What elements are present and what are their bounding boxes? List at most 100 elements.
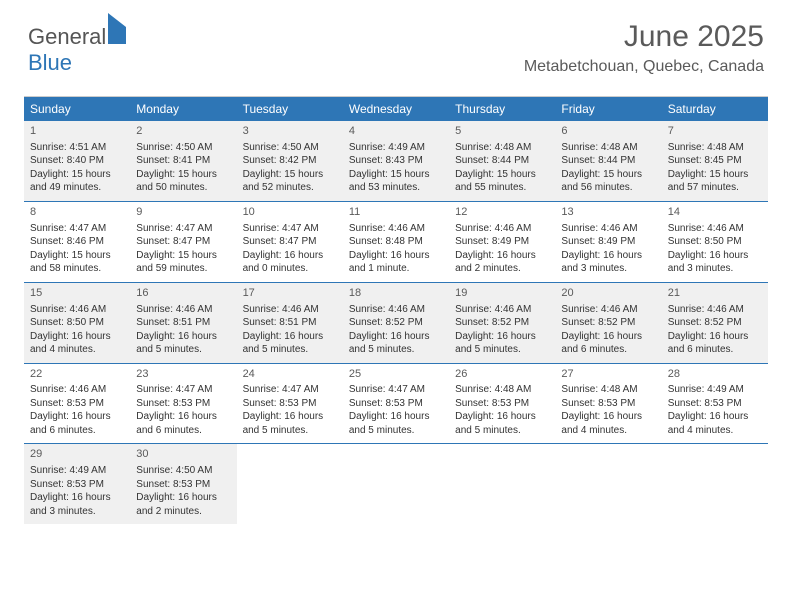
calendar-cell: 15Sunrise: 4:46 AMSunset: 8:50 PMDayligh…: [24, 283, 130, 363]
day-number: 5: [455, 124, 549, 139]
sunrise-line: Sunrise: 4:47 AM: [243, 222, 337, 236]
calendar-cell: 18Sunrise: 4:46 AMSunset: 8:52 PMDayligh…: [343, 283, 449, 363]
dow-header: Sunday: [24, 97, 130, 121]
sunset-line: Sunset: 8:53 PM: [243, 397, 337, 411]
calendar-cell: 30Sunrise: 4:50 AMSunset: 8:53 PMDayligh…: [130, 444, 236, 524]
sunrise-line: Sunrise: 4:47 AM: [136, 383, 230, 397]
sunset-line: Sunset: 8:53 PM: [561, 397, 655, 411]
calendar-cell: [237, 444, 343, 524]
calendar-cell: [662, 444, 768, 524]
sunset-line: Sunset: 8:45 PM: [668, 154, 762, 168]
sunrise-line: Sunrise: 4:47 AM: [349, 383, 443, 397]
sunrise-line: Sunrise: 4:46 AM: [349, 303, 443, 317]
sunset-line: Sunset: 8:52 PM: [349, 316, 443, 330]
sunrise-line: Sunrise: 4:46 AM: [668, 222, 762, 236]
calendar-cell: 29Sunrise: 4:49 AMSunset: 8:53 PMDayligh…: [24, 444, 130, 524]
day-number: 8: [30, 205, 124, 220]
daylight-line: Daylight: 16 hours and 1 minute.: [349, 249, 443, 276]
day-number: 15: [30, 286, 124, 301]
sunset-line: Sunset: 8:53 PM: [30, 397, 124, 411]
daylight-line: Daylight: 16 hours and 4 minutes.: [561, 410, 655, 437]
day-number: 6: [561, 124, 655, 139]
location: Metabetchouan, Quebec, Canada: [524, 58, 764, 76]
daylight-line: Daylight: 16 hours and 2 minutes.: [455, 249, 549, 276]
day-number: 12: [455, 205, 549, 220]
sunset-line: Sunset: 8:47 PM: [243, 235, 337, 249]
day-number: 29: [30, 447, 124, 462]
daylight-line: Daylight: 15 hours and 58 minutes.: [30, 249, 124, 276]
calendar-cell: 13Sunrise: 4:46 AMSunset: 8:49 PMDayligh…: [555, 202, 661, 282]
day-number: 22: [30, 367, 124, 382]
sunrise-line: Sunrise: 4:50 AM: [136, 141, 230, 155]
daylight-line: Daylight: 15 hours and 59 minutes.: [136, 249, 230, 276]
daylight-line: Daylight: 16 hours and 5 minutes.: [243, 330, 337, 357]
calendar-cell: 12Sunrise: 4:46 AMSunset: 8:49 PMDayligh…: [449, 202, 555, 282]
day-number: 14: [668, 205, 762, 220]
day-number: 3: [243, 124, 337, 139]
sunrise-line: Sunrise: 4:49 AM: [349, 141, 443, 155]
calendar-cell: 6Sunrise: 4:48 AMSunset: 8:44 PMDaylight…: [555, 121, 661, 201]
calendar-cell: [449, 444, 555, 524]
calendar-cell: 16Sunrise: 4:46 AMSunset: 8:51 PMDayligh…: [130, 283, 236, 363]
logo: General Blue: [28, 24, 126, 76]
sunset-line: Sunset: 8:53 PM: [136, 397, 230, 411]
sunrise-line: Sunrise: 4:46 AM: [243, 303, 337, 317]
daylight-line: Daylight: 16 hours and 5 minutes.: [136, 330, 230, 357]
sunset-line: Sunset: 8:51 PM: [243, 316, 337, 330]
daylight-line: Daylight: 16 hours and 3 minutes.: [561, 249, 655, 276]
daylight-line: Daylight: 16 hours and 3 minutes.: [30, 491, 124, 518]
calendar-grid: SundayMondayTuesdayWednesdayThursdayFrid…: [24, 96, 768, 524]
sunrise-line: Sunrise: 4:46 AM: [561, 303, 655, 317]
calendar-cell: 1Sunrise: 4:51 AMSunset: 8:40 PMDaylight…: [24, 121, 130, 201]
dow-header: Wednesday: [343, 97, 449, 121]
sunset-line: Sunset: 8:43 PM: [349, 154, 443, 168]
sunrise-line: Sunrise: 4:46 AM: [30, 303, 124, 317]
daylight-line: Daylight: 16 hours and 4 minutes.: [30, 330, 124, 357]
daylight-line: Daylight: 15 hours and 53 minutes.: [349, 168, 443, 195]
sunset-line: Sunset: 8:46 PM: [30, 235, 124, 249]
sunrise-line: Sunrise: 4:50 AM: [136, 464, 230, 478]
day-number: 24: [243, 367, 337, 382]
sunset-line: Sunset: 8:53 PM: [455, 397, 549, 411]
day-number: 11: [349, 205, 443, 220]
day-number: 23: [136, 367, 230, 382]
daylight-line: Daylight: 16 hours and 2 minutes.: [136, 491, 230, 518]
sunset-line: Sunset: 8:52 PM: [561, 316, 655, 330]
sunset-line: Sunset: 8:49 PM: [455, 235, 549, 249]
calendar-cell: 11Sunrise: 4:46 AMSunset: 8:48 PMDayligh…: [343, 202, 449, 282]
sunset-line: Sunset: 8:44 PM: [455, 154, 549, 168]
sunset-line: Sunset: 8:48 PM: [349, 235, 443, 249]
day-number: 1: [30, 124, 124, 139]
sunrise-line: Sunrise: 4:48 AM: [668, 141, 762, 155]
day-number: 25: [349, 367, 443, 382]
day-number: 9: [136, 205, 230, 220]
calendar-cell: 26Sunrise: 4:48 AMSunset: 8:53 PMDayligh…: [449, 364, 555, 444]
dow-header: Saturday: [662, 97, 768, 121]
sunrise-line: Sunrise: 4:46 AM: [668, 303, 762, 317]
calendar-cell: 21Sunrise: 4:46 AMSunset: 8:52 PMDayligh…: [662, 283, 768, 363]
sunset-line: Sunset: 8:52 PM: [455, 316, 549, 330]
calendar-cell: 23Sunrise: 4:47 AMSunset: 8:53 PMDayligh…: [130, 364, 236, 444]
day-number: 10: [243, 205, 337, 220]
sunrise-line: Sunrise: 4:48 AM: [561, 383, 655, 397]
day-number: 19: [455, 286, 549, 301]
daylight-line: Daylight: 16 hours and 3 minutes.: [668, 249, 762, 276]
sunset-line: Sunset: 8:53 PM: [349, 397, 443, 411]
logo-triangle-icon: [108, 13, 126, 44]
calendar-cell: 28Sunrise: 4:49 AMSunset: 8:53 PMDayligh…: [662, 364, 768, 444]
calendar-cell: 20Sunrise: 4:46 AMSunset: 8:52 PMDayligh…: [555, 283, 661, 363]
calendar-cell: 25Sunrise: 4:47 AMSunset: 8:53 PMDayligh…: [343, 364, 449, 444]
day-number: 2: [136, 124, 230, 139]
day-number: 7: [668, 124, 762, 139]
sunset-line: Sunset: 8:49 PM: [561, 235, 655, 249]
day-number: 20: [561, 286, 655, 301]
daylight-line: Daylight: 16 hours and 6 minutes.: [668, 330, 762, 357]
calendar-cell: 22Sunrise: 4:46 AMSunset: 8:53 PMDayligh…: [24, 364, 130, 444]
sunset-line: Sunset: 8:40 PM: [30, 154, 124, 168]
sunrise-line: Sunrise: 4:47 AM: [136, 222, 230, 236]
logo-text-blue: Blue: [28, 50, 72, 75]
daylight-line: Daylight: 16 hours and 4 minutes.: [668, 410, 762, 437]
sunset-line: Sunset: 8:47 PM: [136, 235, 230, 249]
calendar-cell: 10Sunrise: 4:47 AMSunset: 8:47 PMDayligh…: [237, 202, 343, 282]
sunset-line: Sunset: 8:53 PM: [136, 478, 230, 492]
